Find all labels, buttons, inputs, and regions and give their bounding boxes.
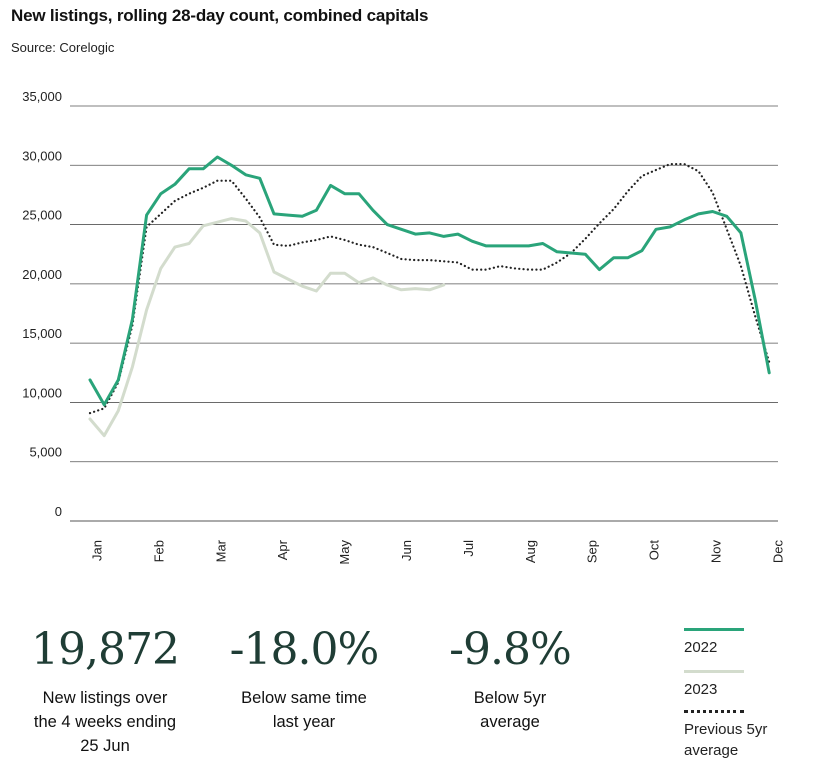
stat-value: -18.0% bbox=[229, 624, 380, 675]
gridlines bbox=[70, 105, 778, 522]
stat-caption-line: Below 5yr bbox=[473, 689, 547, 707]
stat-new-listings: 19,872 New listings over the 4 weeks end… bbox=[10, 628, 200, 758]
series-line-2022 bbox=[88, 155, 771, 407]
stat-caption-line: Below same time bbox=[241, 689, 367, 707]
stat-caption-line: 25 Jun bbox=[80, 737, 130, 755]
x-tick-label: Jun bbox=[399, 540, 414, 561]
legend-swatch bbox=[684, 710, 744, 713]
x-tick-label: Jan bbox=[90, 540, 105, 561]
legend-label: 2022 bbox=[684, 639, 718, 656]
x-tick-label: Dec bbox=[770, 540, 785, 564]
y-tick-label: 20,000 bbox=[22, 267, 62, 282]
stat-caption: New listings over the 4 weeks ending 25 … bbox=[10, 686, 200, 758]
legend-swatch bbox=[684, 670, 744, 673]
legend-label-line: average bbox=[684, 742, 739, 759]
y-axis-ticks: 0 5,000 10,000 15,000 20,000 25,000 30,000 35,0… bbox=[22, 89, 62, 519]
stat-vs-last-year: -18.0% Below same time last year bbox=[214, 628, 394, 734]
x-tick-label: Apr bbox=[275, 539, 290, 560]
x-tick-label: Mar bbox=[213, 539, 228, 562]
y-tick-label: 15,000 bbox=[22, 326, 62, 341]
x-axis-ticks: Jan Feb Mar Apr May Jun Jul Aug Sep Oct Nov Dec bbox=[90, 539, 786, 564]
legend-label: Previous 5yr average bbox=[684, 719, 804, 761]
chart-source: Source: Corelogic bbox=[11, 40, 115, 55]
y-tick-label: 25,000 bbox=[22, 208, 62, 223]
stat-value: -9.8% bbox=[449, 624, 572, 675]
legend-item-2022: 2022 bbox=[684, 628, 804, 658]
x-tick-label: Nov bbox=[709, 540, 724, 564]
series-line-2023 bbox=[88, 217, 446, 438]
series-lines bbox=[88, 155, 771, 438]
legend-item-2023: 2023 bbox=[684, 670, 804, 700]
stat-caption-line: average bbox=[480, 713, 540, 731]
x-tick-label: Oct bbox=[647, 540, 662, 561]
x-tick-label: Aug bbox=[523, 540, 538, 563]
series-line-previous-5yr bbox=[88, 163, 771, 415]
y-tick-label: 30,000 bbox=[22, 148, 62, 163]
legend-swatch bbox=[684, 628, 744, 631]
x-tick-label: Sep bbox=[585, 540, 600, 563]
legend-item-previous-5yr: Previous 5yr average bbox=[684, 710, 804, 761]
chart-legend: 2022 2023 Previous 5yr average bbox=[684, 628, 804, 761]
y-tick-label: 0 bbox=[55, 504, 62, 519]
y-tick-label: 10,000 bbox=[22, 385, 62, 400]
x-tick-label: Feb bbox=[151, 540, 166, 562]
x-tick-label: May bbox=[337, 540, 352, 565]
stat-caption-line: the 4 weeks ending bbox=[33, 713, 177, 731]
y-tick-label: 5,000 bbox=[29, 445, 62, 460]
stat-caption: Below same time last year bbox=[214, 686, 394, 734]
stat-vs-5yr-average: -9.8% Below 5yr average bbox=[430, 628, 590, 734]
x-tick-label: Jul bbox=[461, 540, 476, 557]
stat-caption-line: New listings over bbox=[42, 689, 168, 707]
legend-label-line: Previous 5yr bbox=[684, 721, 768, 738]
legend-label: 2023 bbox=[684, 681, 718, 698]
line-chart: 0 5,000 10,000 15,000 20,000 25,000 30,000 35,0… bbox=[22, 89, 786, 565]
stat-caption-line: last year bbox=[272, 713, 336, 731]
y-tick-label: 35,000 bbox=[22, 89, 62, 104]
chart-title: New listings, rolling 28-day count, comb… bbox=[11, 6, 429, 25]
stat-caption: Below 5yr average bbox=[430, 686, 590, 734]
stat-value: 19,872 bbox=[31, 624, 180, 675]
